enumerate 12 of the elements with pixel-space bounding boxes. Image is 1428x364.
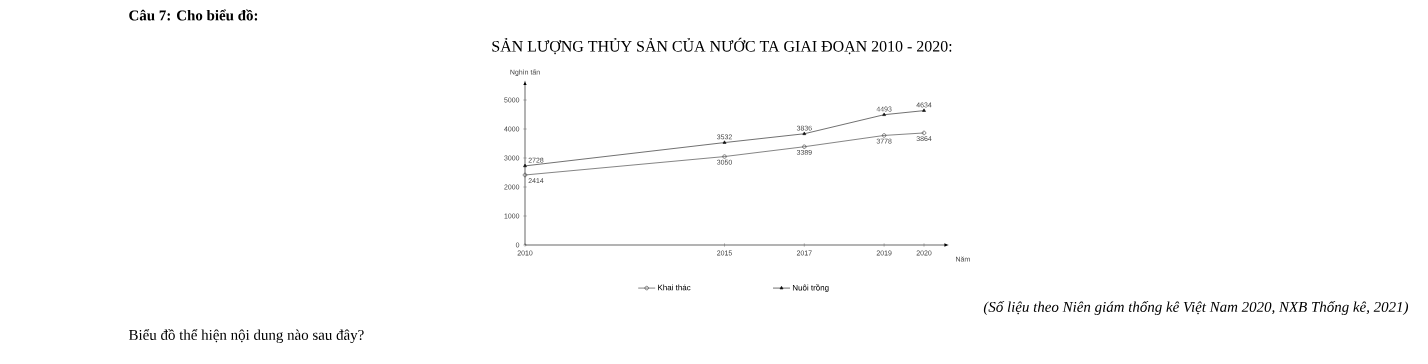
point [802,131,807,135]
point [722,154,727,159]
point [922,108,926,112]
text: Câu 7: Cho biểu đồ: [129,9,258,21]
point [802,144,807,149]
text: (Số liệu theo Niên giám thống kê Việt Nam 2020, NXB Thống kê, 2021) [983,301,1409,316]
point [523,163,527,168]
chart-title: SẢN LƯỢNG THỦY SẢN CỦA NƯỚC TA GIAI ĐOẠN 2010 - 2020: [492,37,952,55]
point [722,140,727,144]
point [882,112,886,116]
text: Biểu đồ thể hiện nội dung nào sau đây? [128,328,364,344]
point [882,133,887,138]
